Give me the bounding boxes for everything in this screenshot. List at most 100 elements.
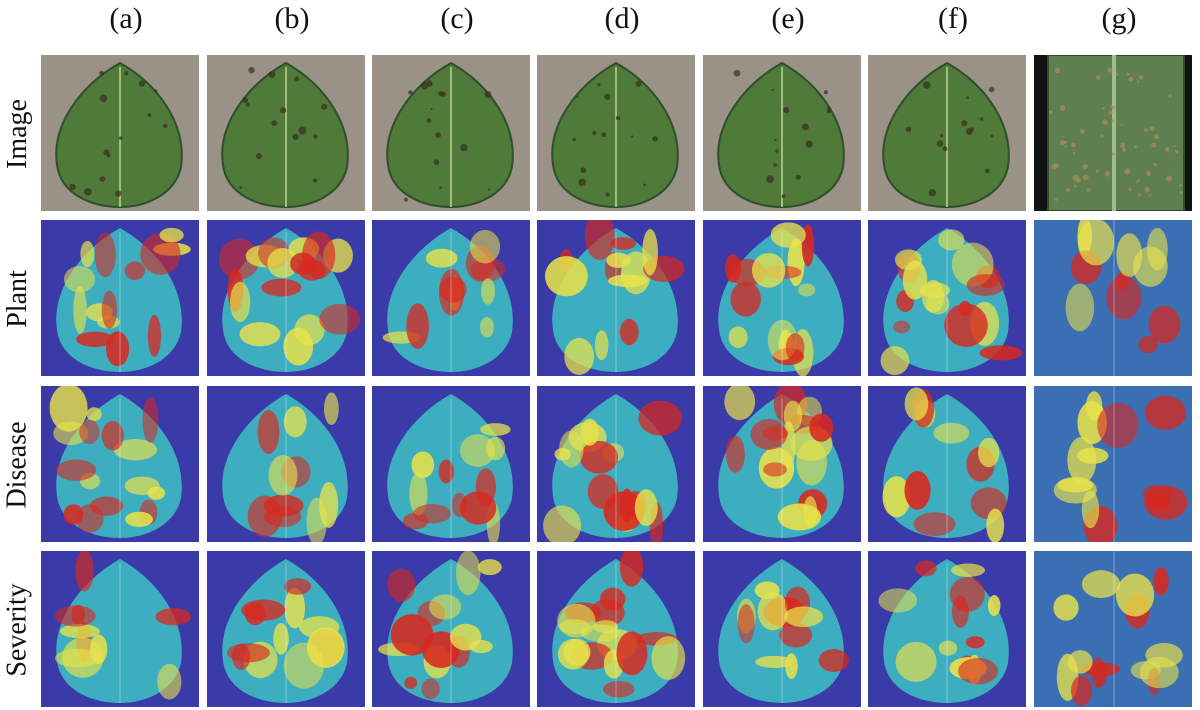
heatmap-overlay (1034, 386, 1192, 542)
plant-panel-a (41, 220, 199, 376)
heatmap-overlay (880, 228, 1023, 375)
activation-blob (783, 606, 824, 628)
lesion-spot (1101, 119, 1108, 125)
activation-blob (926, 292, 950, 315)
lesion-spot (1049, 110, 1053, 114)
activation-blob (620, 488, 634, 523)
activation-blob (619, 551, 644, 587)
row-label-disease: Disease (2, 421, 34, 509)
activation-blob (603, 680, 635, 698)
activation-blob (958, 658, 998, 685)
activation-blob (1139, 656, 1179, 689)
lesion-spot (766, 175, 774, 184)
activation-blob (904, 387, 929, 421)
activation-blob (113, 438, 158, 461)
activation-blob (268, 455, 298, 496)
activation-blob (273, 623, 289, 655)
severity-panel-e (703, 551, 861, 707)
activation-blob (409, 471, 428, 516)
lesion-spot (1137, 193, 1142, 197)
lesion-spot (1111, 152, 1115, 156)
lesion-spot (426, 80, 433, 87)
lesion-spot (774, 138, 777, 142)
row-label-plant: Plant (2, 270, 33, 328)
activation-blob (1106, 275, 1142, 320)
activation-blob (475, 468, 496, 506)
lesion-spot (961, 120, 968, 127)
lesion-spot (248, 67, 255, 74)
activation-blob (1093, 661, 1108, 688)
activation-blob (587, 474, 619, 509)
activation-blob (387, 568, 416, 602)
heatmap-overlay (218, 228, 361, 372)
lesion-spot (795, 174, 801, 180)
heatmap-overlay (382, 228, 513, 372)
column-label-c: (c) (440, 2, 474, 35)
activation-blob (86, 407, 102, 421)
lesion-spot (271, 120, 277, 126)
activation-blob (737, 604, 755, 644)
activation-blob (564, 337, 595, 375)
lesion-spot (1108, 110, 1113, 115)
activation-blob (651, 636, 686, 680)
activation-blob (986, 508, 1005, 542)
lesion-spot (1072, 152, 1076, 155)
lesion-spot (103, 149, 110, 156)
disease-panel-a (41, 386, 199, 542)
disease-panel-b (207, 386, 365, 542)
lesion-spot (1137, 80, 1140, 83)
activation-blob (951, 563, 986, 577)
activation-blob (241, 599, 286, 621)
lesion-spot (298, 126, 307, 135)
activation-blob (610, 237, 637, 250)
lesion-spot (1111, 119, 1115, 123)
severity-panel-c (372, 551, 530, 707)
lesion-spot (403, 197, 409, 202)
activation-blob (979, 345, 1023, 361)
plant-panel-g (1034, 220, 1192, 376)
activation-blob (944, 303, 988, 347)
lesion-spot (928, 188, 937, 197)
lesion-spot (1122, 147, 1127, 152)
activation-blob (73, 286, 87, 334)
activation-blob (882, 476, 911, 518)
heatmap-overlay (49, 386, 182, 538)
lesion-spot (1153, 162, 1157, 167)
activation-blob (915, 560, 937, 577)
lesion-spot (69, 183, 76, 191)
plant-panel-d (537, 220, 695, 376)
lesion-spot (1096, 75, 1101, 80)
activation-blob (949, 576, 985, 612)
lesion-spot (1066, 188, 1071, 192)
activation-blob (480, 423, 511, 436)
activation-blob (878, 588, 918, 613)
lesion-spot (781, 194, 786, 199)
lesion-spot (966, 96, 970, 100)
activation-blob (480, 316, 494, 338)
lesion-spot (1154, 134, 1159, 139)
activation-blob (76, 331, 114, 348)
image-panel-d (537, 55, 695, 211)
plant-panel-c (372, 220, 530, 376)
lesion-spot (239, 186, 243, 190)
activation-blob (600, 587, 626, 611)
lesion-spot (1071, 142, 1076, 148)
lesion-spot (783, 106, 790, 114)
activation-blob (1067, 650, 1093, 674)
lesion-spot (572, 137, 576, 142)
activation-blob (230, 281, 251, 323)
activation-blob (728, 326, 748, 349)
lesion-spot (1082, 174, 1089, 181)
activation-blob (619, 318, 639, 346)
activation-blob (124, 261, 146, 280)
activation-blob (267, 247, 299, 278)
activation-blob (785, 333, 805, 362)
lesion-spot (1179, 190, 1183, 195)
lesion-spot (733, 69, 741, 77)
activation-blob (449, 623, 482, 651)
severity-panel-g (1034, 551, 1192, 707)
heatmap-overlay (387, 394, 513, 542)
lesion-spot (440, 91, 446, 97)
lesion-spot (1124, 168, 1131, 175)
activation-blob (1116, 233, 1143, 278)
